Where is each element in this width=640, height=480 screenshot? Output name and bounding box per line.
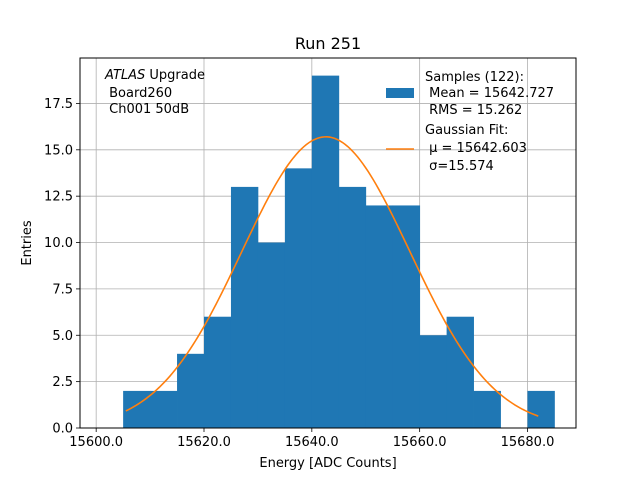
annotation-line-3: Ch001 50dB	[105, 102, 189, 117]
histogram-bar	[473, 390, 501, 428]
y-tick-label: 10.0	[44, 236, 73, 251]
y-tick-label: 2.5	[52, 375, 73, 390]
annotation-line-2: Board260	[105, 86, 172, 101]
legend-swatch-samples	[386, 88, 414, 98]
legend-samples-line-3: RMS = 15.262	[425, 103, 522, 118]
histogram-bar	[204, 316, 232, 428]
chart-title: Run 251	[295, 34, 361, 53]
x-tick-label: 15620.0	[177, 435, 231, 450]
fit-curve	[125, 136, 539, 417]
histogram-bar	[446, 316, 474, 428]
histogram-bar	[177, 353, 205, 428]
histogram-bar	[150, 390, 178, 428]
y-tick-label: 5.0	[52, 329, 73, 344]
histogram-bar	[311, 75, 340, 428]
x-tick-label: 15680.0	[501, 435, 555, 450]
histogram-bar	[338, 186, 367, 428]
y-tick-label: 12.5	[44, 190, 73, 205]
legend-fit-line-2: μ = 15642.603	[425, 141, 527, 156]
legend-samples-line-1: Samples (122):	[425, 70, 524, 85]
annotation-atlas: ATLAS	[104, 68, 145, 83]
y-axis-ticks: 0.0 2.5 5.0 7.5 10.0 12.5 15.0 17.5	[44, 97, 80, 437]
x-axis-label: Energy [ADC Counts]	[259, 456, 396, 471]
legend-samples-line-2: Mean = 15642.727	[425, 86, 554, 101]
gaussian-fit	[125, 136, 539, 417]
legend: Samples (122): Mean = 15642.727 RMS = 15…	[386, 70, 554, 174]
histogram-bar	[419, 335, 448, 428]
y-tick-label: 15.0	[44, 143, 73, 158]
plot-frame	[79, 57, 577, 429]
x-tick-label: 15640.0	[285, 435, 339, 450]
histogram-bar	[527, 390, 555, 428]
x-axis-ticks: 15600.0 15620.0 15640.0 15660.0 15680.0	[69, 428, 554, 450]
annotation-upgrade: Upgrade	[145, 68, 205, 83]
y-tick-label: 17.5	[44, 97, 73, 112]
y-tick-label: 0.0	[52, 422, 73, 437]
x-tick-label: 15600.0	[69, 435, 123, 450]
x-tick-label: 15660.0	[393, 435, 447, 450]
histogram-bar	[257, 242, 286, 428]
atlas-annotation: ATLAS Upgrade Board260 Ch001 50dB	[104, 68, 205, 117]
annotation-line-1: ATLAS Upgrade	[104, 68, 205, 83]
y-tick-label: 7.5	[52, 282, 73, 297]
histogram-bar	[365, 205, 394, 428]
legend-fit-line-3: σ=15.574	[425, 159, 494, 174]
histogram-bar	[392, 205, 421, 428]
y-axis-label: Entries	[20, 220, 35, 266]
legend-fit-line-1: Gaussian Fit:	[425, 123, 508, 138]
histogram-bar	[284, 168, 313, 428]
histogram-bar	[230, 186, 259, 428]
